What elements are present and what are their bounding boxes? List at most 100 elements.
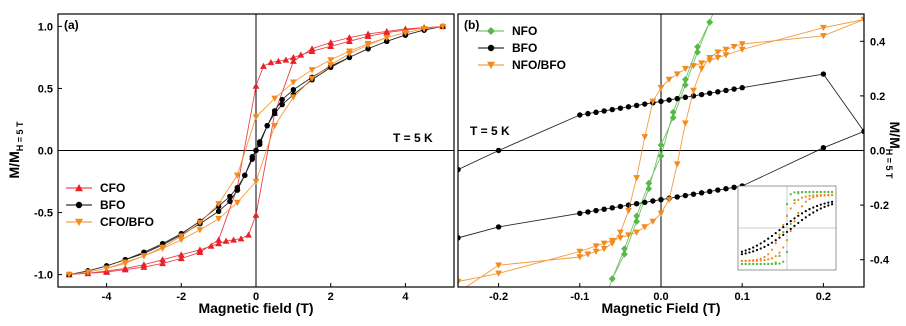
panel-a-point-bfo-41 (242, 172, 248, 179)
panel-b-inset-point-bfo-down-13 (789, 227, 792, 231)
panel-a-x-axis-label: Magnetic field (T) (198, 300, 313, 316)
panel-b-point-bfo-12 (658, 196, 664, 203)
panel-a-point-cfo-bfo-31 (233, 172, 241, 179)
panel-a-x-tick-label-4: 4 (402, 291, 409, 303)
panel-a-point-cfo-6 (177, 251, 185, 258)
panel-a-point-bfo-31 (346, 54, 353, 61)
panel-b-point-bfo-9 (633, 201, 640, 207)
panel-b-inset-point-nfo-down-19 (812, 190, 815, 194)
panel-b-point-nfo-bfo-8 (625, 207, 632, 214)
panel-a-point-cfo-bfo-11 (271, 122, 279, 130)
panel-b-point-nfo-bfo-45 (495, 270, 502, 277)
panel-b-point-nfo-3 (633, 212, 641, 220)
panel-b-point-bfo-0 (458, 235, 461, 241)
panel-a-point-cfo-bfo-33 (196, 219, 204, 226)
panel-b-point-bfo-33 (682, 94, 689, 100)
panel-b-inset-point-nfo-bfo-down-22 (823, 194, 826, 197)
panel-b-inset-point-bfo-up-18 (808, 208, 811, 211)
panel-a-point-cfo-45 (121, 266, 129, 273)
panel-b-point-nfo-bfo-14 (673, 71, 681, 78)
panel-b-inset-point-bfo-down-19 (812, 211, 815, 214)
panel-b-inset-point-nfo-bfo-down-0 (740, 259, 744, 263)
panel-b-y-tick-label-4: 0.4 (870, 36, 886, 48)
panel-a-point-bfo-37 (264, 122, 270, 129)
panel-b-inset-point-bfo-up-9 (774, 231, 777, 235)
panel-b-series-nfo-line (608, 14, 714, 287)
panel-b-point-bfo-35 (666, 97, 672, 103)
panel-b-point-bfo-44 (593, 109, 599, 115)
panel-b-inset-point-bfo-up-10 (778, 228, 781, 232)
panel-b-point-nfo-bfo-2 (576, 254, 584, 261)
panel-a-point-cfo-11 (230, 236, 237, 243)
panel-b-x-axis-label: Magnetic Field (T) (602, 300, 721, 316)
panel-a-legend-cfo-bfo-marker (75, 218, 83, 226)
panel-a-point-cfo-bfo-25 (345, 48, 353, 55)
panel-b-inset-point-nfo-bfo-up-17 (804, 195, 807, 198)
panel-a-point-cfo-8 (207, 242, 215, 249)
panel-b-point-nfo-17 (633, 218, 641, 225)
panel-a-point-cfo-bfo-23 (383, 34, 391, 41)
panel-b-point-bfo-17 (698, 190, 705, 196)
panel-b-point-bfo-36 (658, 98, 664, 105)
panel-b-point-bfo-23 (820, 145, 827, 151)
panel-b-frame (457, 13, 865, 288)
panel-b-point-bfo-16 (690, 191, 697, 197)
panel-b-legend-bfo-label: BFO (512, 41, 537, 55)
panel-b-point-bfo-26 (739, 84, 745, 91)
panel-a: -4 -2 0 2 4 -1.0 -0.5 0.0 0.5 1.0 (a) T = 5 K Mag… (6, 13, 455, 316)
panel-b-inset-point-nfo-down-8 (770, 262, 774, 266)
panel-a-point-cfo-bfo-29 (271, 95, 279, 102)
panel-a-point-cfo-bfo-26 (327, 57, 335, 64)
panel-b-x-tick-label-3: 0.1 (735, 291, 750, 303)
panel-b-inset-point-nfo-bfo-down-18 (808, 197, 811, 201)
panel-b-point-bfo-42 (609, 106, 616, 113)
panel-a-point-bfo-17 (279, 101, 285, 108)
panel-b-label: (b) (464, 18, 479, 32)
panel-b-inset-point-nfo-bfo-down-4 (755, 259, 759, 262)
panel-b-inset-point-nfo-bfo-down-3 (752, 259, 755, 262)
panel-b-point-nfo-4 (645, 179, 653, 187)
panel-b-inset-point-nfo-bfo-down-6 (763, 258, 766, 262)
panel-b-point-bfo-14 (674, 194, 680, 200)
panel-b-point-nfo-18 (621, 250, 628, 258)
panel-b-inset-point-nfo-bfo-up-9 (774, 242, 777, 245)
panel-a-legend-bfo-label: BFO (100, 198, 125, 212)
panel-a-point-cfo-33 (289, 54, 297, 61)
panel-b-inset-point-bfo-down-3 (752, 250, 755, 253)
panel-b-point-bfo-41 (617, 105, 624, 111)
panel-b-point-nfo-15 (657, 141, 665, 149)
panel-b-inset-point-nfo-bfo-down-1 (744, 259, 747, 263)
panel-b-point-nfo-bfo-31 (690, 87, 697, 94)
panel-b-point-nfo-bfo-16 (690, 63, 697, 70)
panel-b-point-bfo-43 (601, 108, 607, 114)
panel-a-point-cfo-42 (177, 255, 185, 262)
panel-b-point-bfo-20 (723, 186, 729, 192)
panel-b-inset-point-nfo-bfo-down-7 (767, 258, 770, 261)
panel-b-inset-point-nfo-bfo-up-5 (759, 257, 762, 260)
panel-b-point-bfo-28 (723, 87, 729, 94)
panel-b-inset-point-bfo-down-6 (763, 245, 766, 248)
panel-a-x-tick-label-2: 0 (253, 291, 259, 303)
panel-a-point-cfo-bfo-35 (159, 244, 167, 251)
panel-b-inset-point-nfo-up-13 (789, 193, 792, 196)
panel-b-y-axis-label: M/MH = 5 T (884, 122, 903, 179)
panel-b-inset-point-nfo-down-2 (748, 262, 751, 266)
panel-a-point-bfo-36 (271, 108, 278, 114)
panel-b-inset-point-bfo-down-0 (740, 253, 744, 256)
panel-b-inset-point-bfo-down-15 (797, 221, 800, 225)
panel-b-point-nfo-bfo-1 (495, 262, 502, 269)
panel-b-inset-point-bfo-up-3 (752, 246, 755, 249)
panel-b-inset-point-bfo-down-11 (782, 233, 785, 236)
panel-b-point-bfo-46 (577, 112, 583, 118)
panel-b-point-nfo-bfo-40 (617, 235, 624, 242)
panel-a-point-bfo-34 (290, 86, 297, 93)
panel-b-inset-point-bfo-down-22 (823, 205, 826, 208)
panel-b-point-nfo-bfo-21 (738, 46, 746, 53)
panel-a-point-cfo-bfo-8 (215, 216, 223, 223)
panel-b-point-bfo-25 (820, 71, 827, 77)
panel-b-point-bfo-34 (674, 95, 680, 102)
panel-a-point-cfo-bfo-39 (84, 269, 92, 276)
panel-b-inset-point-nfo-bfo-up-11 (782, 223, 785, 227)
panel-a-y-tick-label-2: 0.0 (38, 146, 53, 158)
panel-b-inset-point-nfo-down-22 (823, 190, 826, 194)
